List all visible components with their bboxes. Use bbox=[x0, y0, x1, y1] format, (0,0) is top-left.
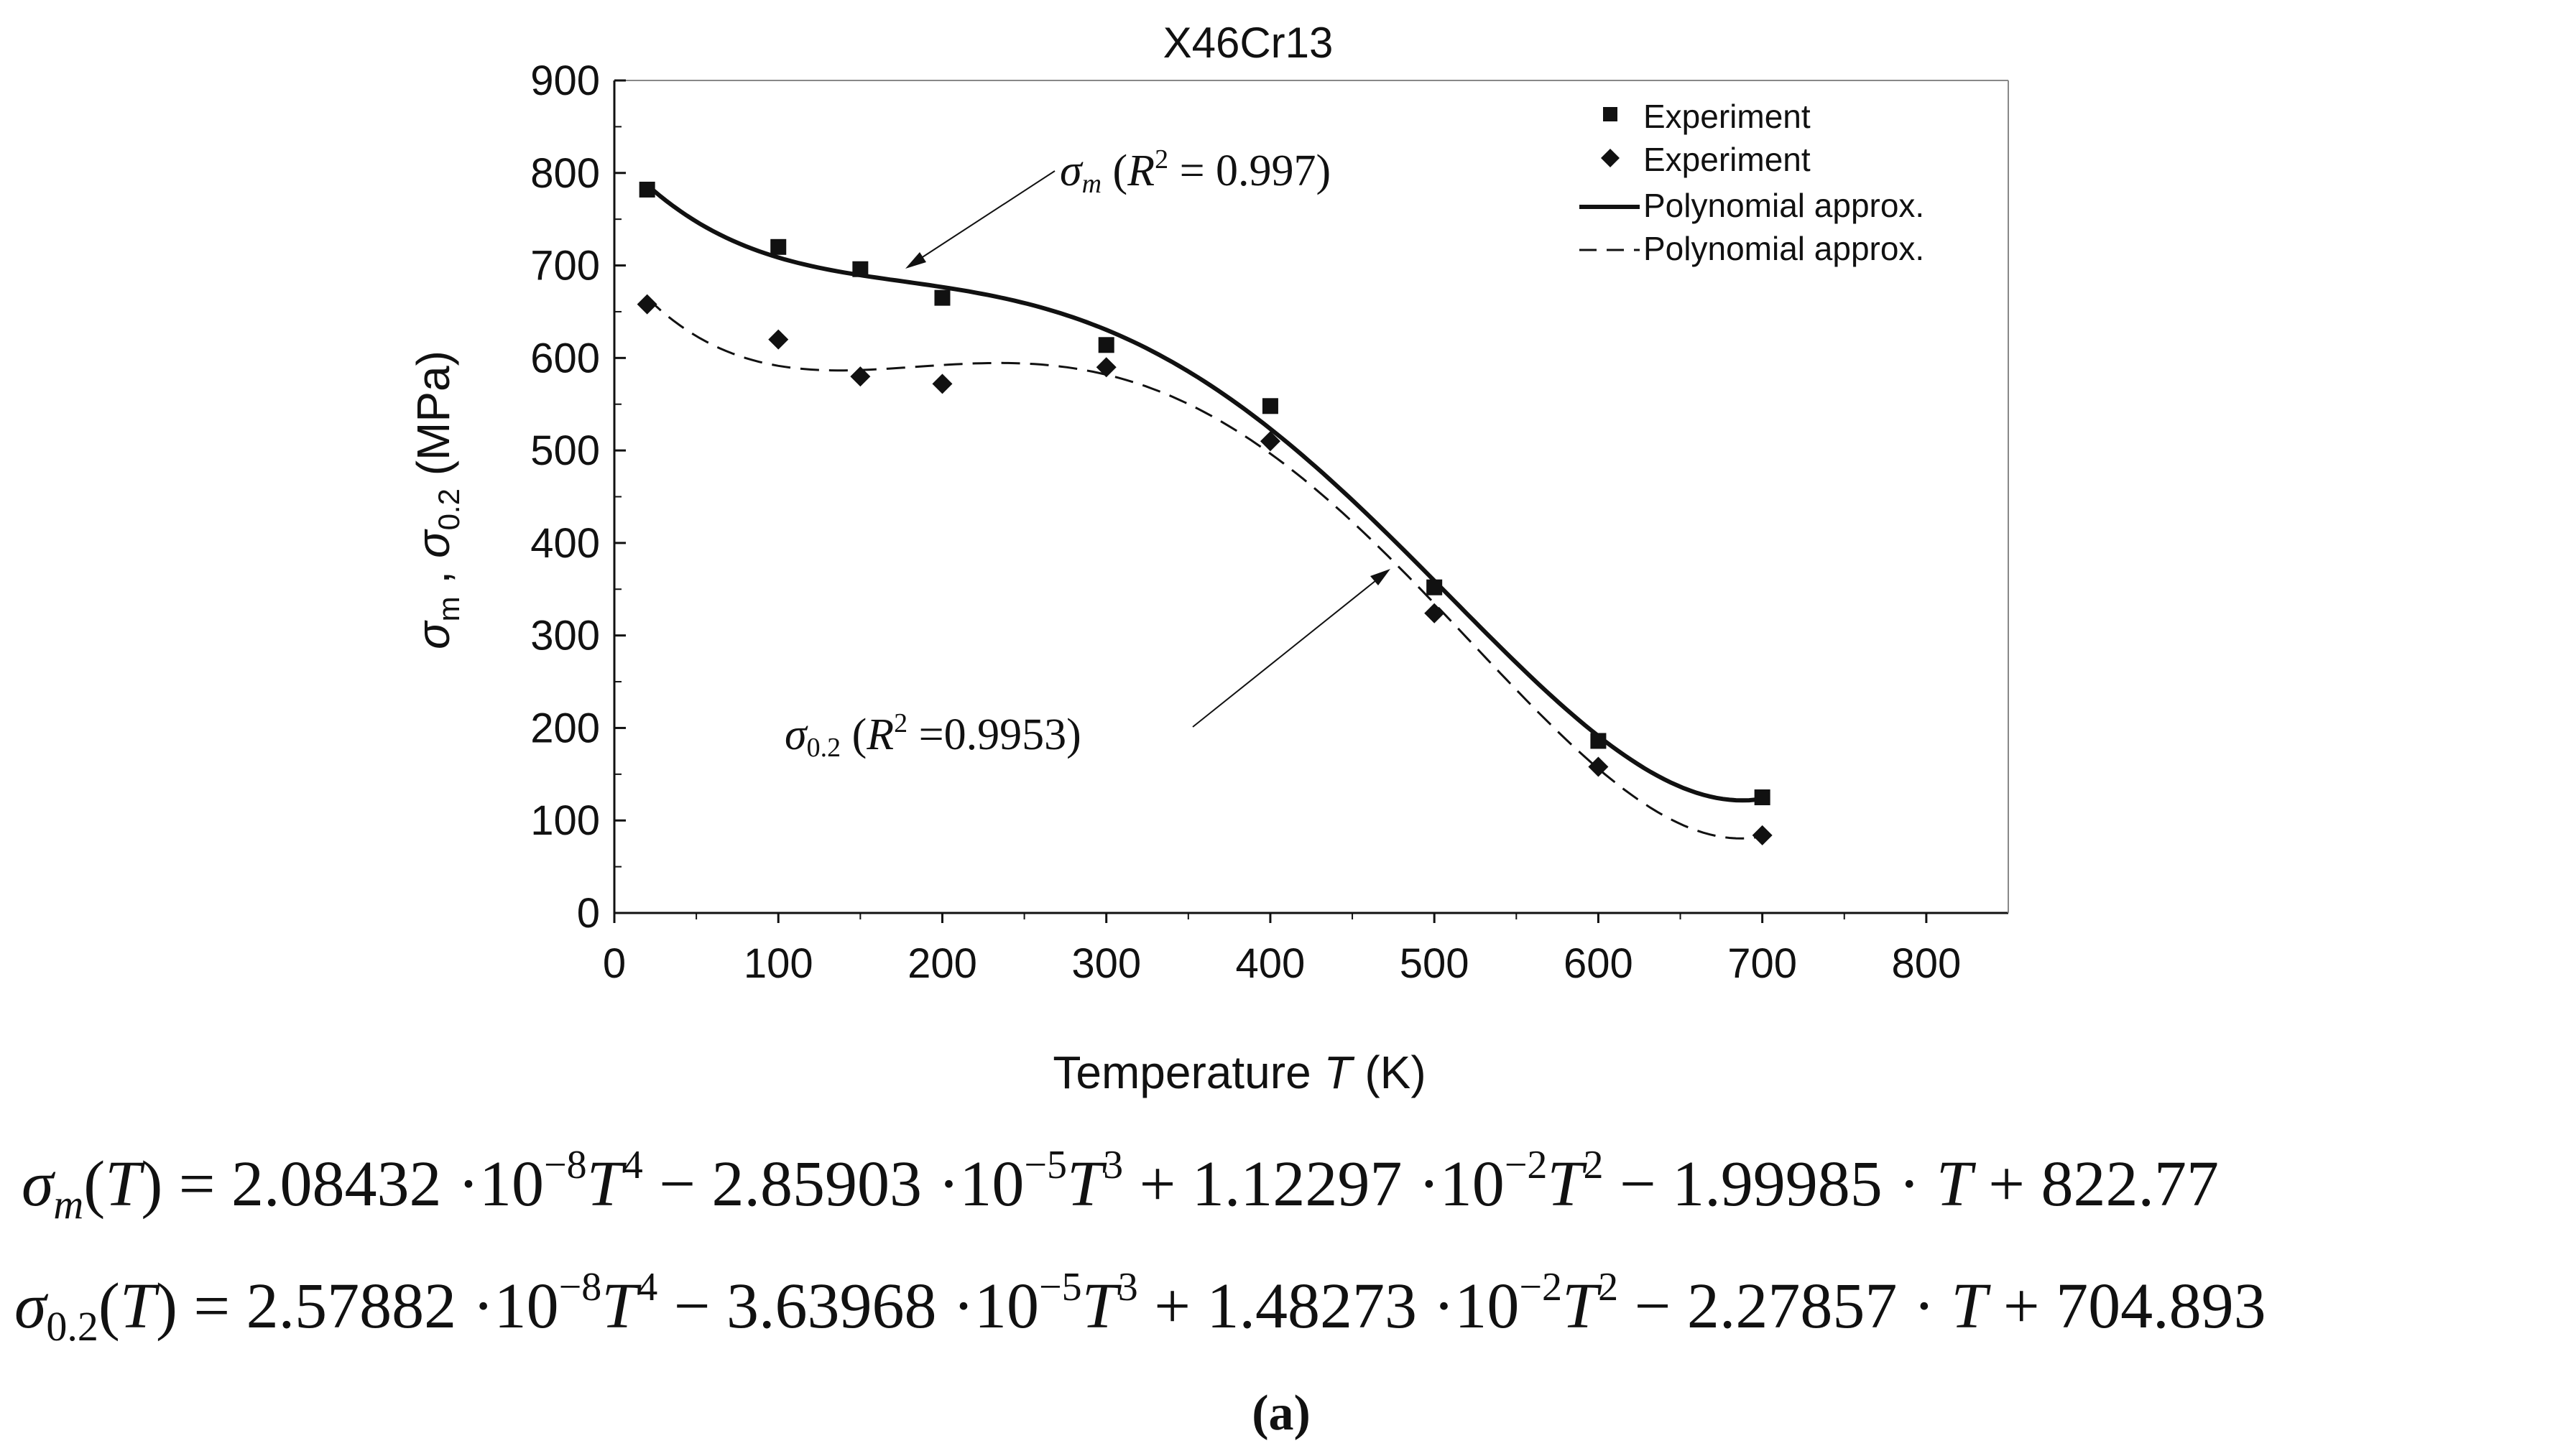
x-tick-label: 200 bbox=[908, 940, 977, 987]
sigma-m-point bbox=[1098, 337, 1114, 353]
annotation-arrow-sigma-02 bbox=[1192, 574, 1384, 728]
sigma-02-point bbox=[1752, 825, 1773, 845]
svg-text:σm(T) = 2.08432 ·10−8T4 − 2.85: σm(T) = 2.08432 ·10−8T4 − 2.85903 ·10−5T… bbox=[22, 1143, 2219, 1228]
data-markers bbox=[637, 181, 1773, 845]
annotation-arrowhead-sigma-m bbox=[905, 252, 926, 269]
sigma-m-point bbox=[1262, 398, 1278, 414]
x-tick-label: 600 bbox=[1564, 940, 1633, 987]
annotation-arrow-sigma-m bbox=[912, 170, 1056, 264]
figure-caption: (a) bbox=[1252, 1386, 1311, 1441]
y-tick-label: 700 bbox=[530, 243, 600, 289]
equation-sigma-m: σm(T) = 2.08432 ·10−8T4 − 2.85903 ·10−5T… bbox=[22, 1143, 2219, 1228]
svg-text:σ0.2(T) = 2.57882 ·10−8T4 − 3.: σ0.2(T) = 2.57882 ·10−8T4 − 3.63968 ·10−… bbox=[14, 1265, 2266, 1350]
sigma-m-point bbox=[639, 181, 655, 198]
fit-curves bbox=[645, 183, 1763, 840]
y-tick-label: 400 bbox=[530, 520, 600, 567]
sigma-m-point bbox=[770, 238, 787, 255]
sigma-02-point bbox=[637, 294, 657, 315]
sigma-02-point bbox=[768, 329, 789, 350]
svg-text:σ0.2 (R2 =0.9953): σ0.2 (R2 =0.9953) bbox=[785, 708, 1081, 763]
chart-title: X46Cr13 bbox=[1163, 19, 1334, 67]
legend: Experiment Experiment Polynomial approx.… bbox=[1579, 98, 1924, 267]
y-tick-label: 100 bbox=[530, 797, 600, 844]
sigma-02-point bbox=[932, 374, 953, 394]
x-tick-label: 800 bbox=[1891, 940, 1961, 987]
sigma-02-fit-curve bbox=[646, 297, 1763, 840]
svg-text:σm , σ0.2 (MPa): σm , σ0.2 (MPa) bbox=[407, 351, 466, 649]
sigma-m-point bbox=[1426, 579, 1443, 595]
svg-text:σm (R2 = 0.997): σm (R2 = 0.997) bbox=[1060, 144, 1331, 199]
sigma-m-fit-curve bbox=[645, 183, 1763, 803]
sigma-m-point bbox=[1754, 789, 1770, 806]
sigma-02-point bbox=[1096, 357, 1117, 378]
sigma-02-point bbox=[1424, 603, 1445, 623]
legend-label-poly-02: Polynomial approx. bbox=[1643, 230, 1924, 267]
y-tick-label: 200 bbox=[530, 705, 600, 751]
x-tick-label: 0 bbox=[603, 940, 626, 987]
x-tick-label: 300 bbox=[1071, 940, 1141, 987]
y-tick-label: 500 bbox=[530, 427, 600, 474]
legend-square-marker bbox=[1603, 107, 1617, 121]
sigma-m-point bbox=[934, 289, 951, 306]
annotation-sigma-02: σ0.2 (R2 =0.9953) bbox=[785, 569, 1390, 763]
legend-label-experiment-02: Experiment bbox=[1643, 141, 1811, 178]
y-tick-label: 900 bbox=[530, 57, 600, 104]
x-tick-label: 700 bbox=[1727, 940, 1797, 987]
equation-sigma-02: σ0.2(T) = 2.57882 ·10−8T4 − 3.63968 ·10−… bbox=[14, 1265, 2266, 1350]
x-tick-label: 400 bbox=[1236, 940, 1306, 987]
y-tick-label: 0 bbox=[577, 890, 600, 937]
legend-diamond-marker bbox=[1601, 149, 1620, 167]
x-axis-title: Temperature T (K) bbox=[1053, 1047, 1426, 1098]
annotation-arrowhead-sigma-02 bbox=[1370, 569, 1390, 585]
sigma-02-point bbox=[1260, 431, 1280, 452]
sigma-02-point bbox=[1588, 756, 1609, 777]
legend-label-poly-m: Polynomial approx. bbox=[1643, 187, 1924, 224]
legend-label-experiment-m: Experiment bbox=[1643, 98, 1811, 135]
x-tick-label: 500 bbox=[1400, 940, 1469, 987]
y-tick-label: 300 bbox=[530, 613, 600, 659]
annotation-sigma-m: σm (R2 = 0.997) bbox=[905, 144, 1331, 269]
axis-ticks: 0 100 200 300 400 500 600 700 800 0 100 200 300 400 50… bbox=[530, 57, 1961, 987]
sigma-m-point bbox=[1590, 733, 1607, 749]
x-tick-label: 100 bbox=[744, 940, 813, 987]
sigma-02-point bbox=[850, 366, 871, 387]
y-tick-label: 800 bbox=[530, 150, 600, 197]
sigma-m-point bbox=[852, 261, 869, 277]
y-tick-label: 600 bbox=[530, 335, 600, 381]
y-axis-title: σm , σ0.2 (MPa) bbox=[407, 351, 466, 649]
